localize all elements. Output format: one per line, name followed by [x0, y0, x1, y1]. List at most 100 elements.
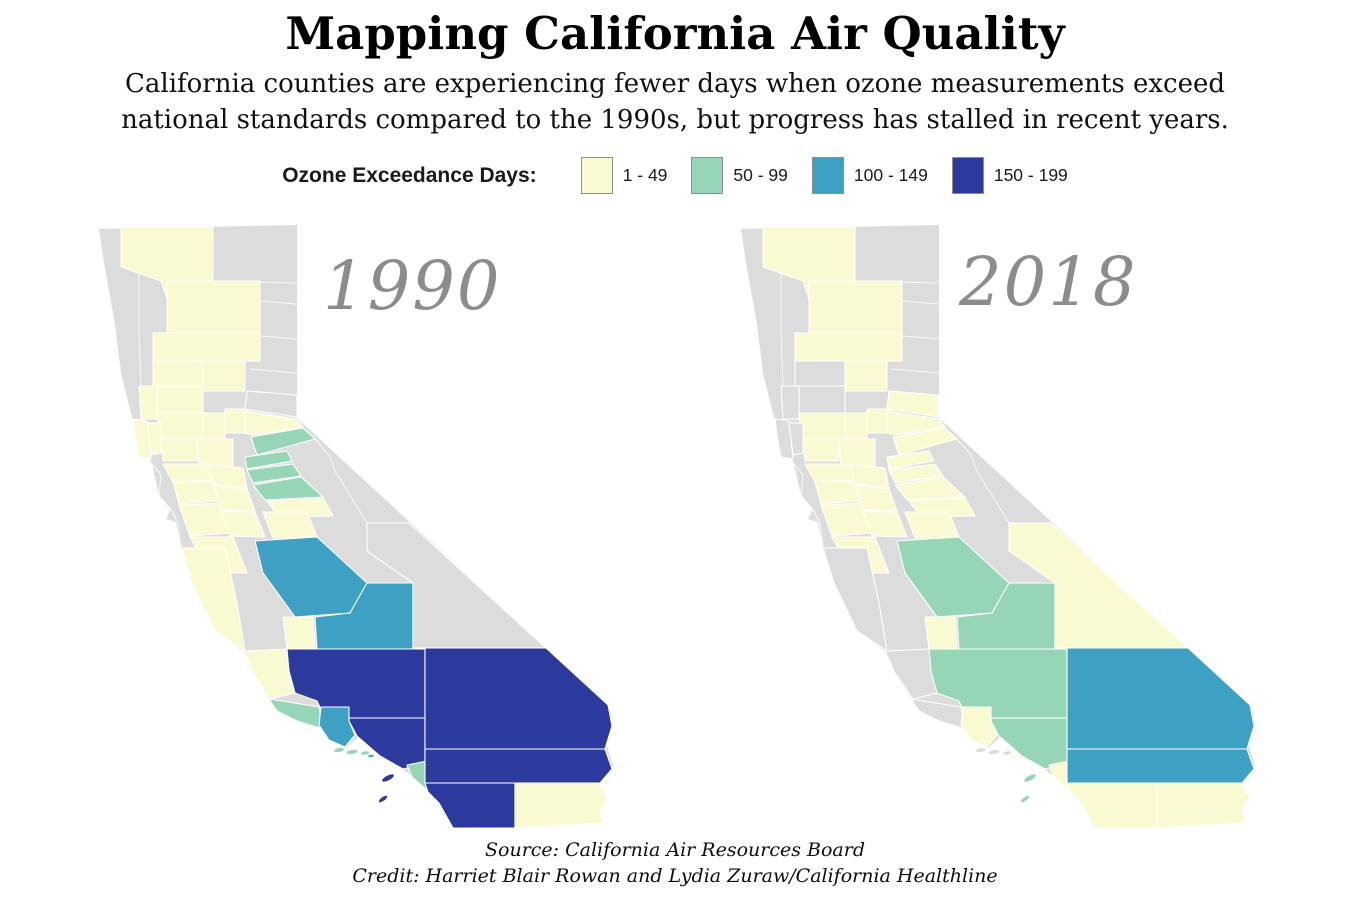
county-san-diego: [1066, 781, 1158, 829]
county-san-bernardino: [424, 646, 613, 750]
county-inyo: [1008, 521, 1189, 649]
source-line: Source: California Air Resources Board: [485, 838, 865, 861]
legend-swatch-150-199: [951, 157, 984, 194]
county-solano: [802, 437, 840, 462]
county-kings: [282, 615, 316, 650]
county-riverside: [424, 747, 613, 784]
county-ventura: [960, 705, 998, 748]
county-imperial: [514, 781, 608, 829]
county-boundary-hint: [314, 438, 336, 471]
county-sutter: [202, 411, 226, 440]
legend-label: Ozone Exceedance Days:: [282, 163, 537, 187]
legend-category-label: 150 - 199: [993, 165, 1068, 185]
legend: Ozone Exceedance Days: 1 - 49 50 - 99 100 …: [0, 155, 1350, 197]
legend-item-1-49: 1 - 49: [580, 157, 668, 194]
county-sonoma: [774, 417, 794, 460]
island-los-angeles: [378, 795, 388, 802]
county-glenn: [152, 359, 204, 387]
subtitle: California counties are experiencing few…: [121, 68, 1229, 135]
choropleth-map-2018: 2018: [737, 221, 1267, 841]
page-title: Mapping California Air Quality: [285, 7, 1065, 60]
legend-items: 1 - 49 50 - 99 100 - 149 150 - 199: [557, 157, 1068, 194]
county-colusa: [798, 384, 846, 414]
county-nevada: [886, 389, 940, 418]
county-boundary-hint: [259, 335, 298, 339]
county-yolo: [798, 411, 846, 440]
county-amador: [244, 449, 293, 470]
county-stanislaus: [854, 483, 898, 512]
county-san-joaquin: [206, 462, 248, 489]
county-sonoma: [132, 417, 152, 460]
county-boundary-hint: [793, 463, 804, 495]
island-santa-barbara: [346, 749, 358, 754]
california-county-map-2018: [741, 224, 1255, 829]
county-san-diego: [424, 781, 516, 829]
choropleth-map-1990: 1990: [95, 221, 625, 841]
county-stanislaus: [212, 483, 256, 512]
island-los-angeles: [1024, 773, 1036, 782]
island-santa-barbara: [1003, 750, 1011, 755]
island-ventura: [1010, 754, 1016, 757]
county-el-dorado: [250, 426, 316, 456]
county-madera: [262, 510, 318, 539]
county-colusa: [156, 384, 204, 414]
county-los-angeles: [348, 716, 426, 770]
legend-category-label: 1 - 49: [622, 165, 668, 185]
county-sacramento: [838, 437, 876, 468]
map-pair-container: 1990 2018: [0, 221, 1350, 843]
legend-swatch-50-99: [691, 157, 724, 194]
legend-swatch-1-49: [580, 157, 613, 194]
county-placer: [886, 409, 946, 436]
county-riverside: [1066, 747, 1255, 784]
county-santa-barbara: [268, 697, 324, 730]
county-napa: [146, 421, 162, 456]
county-los-angeles: [990, 716, 1068, 770]
county-butte: [202, 359, 246, 392]
county-ventura: [318, 705, 356, 748]
island-santa-barbara: [361, 750, 369, 755]
county-solano: [160, 437, 198, 462]
island-los-angeles: [382, 773, 394, 782]
county-butte: [844, 359, 888, 392]
legend-category-label: 100 - 149: [853, 165, 928, 185]
county-boundary-hint: [259, 300, 298, 304]
county-boundary-hint: [901, 300, 940, 304]
county-glenn: [794, 359, 846, 387]
county-boundary-hint: [170, 508, 182, 547]
county-boundary-hint: [334, 470, 368, 523]
county-amador: [886, 449, 935, 470]
county-tehama: [152, 331, 261, 362]
california-county-map-1990: [99, 224, 613, 829]
county-kings: [924, 615, 958, 650]
legend-item-100-149: 100 - 149: [811, 157, 928, 194]
county-calaveras: [888, 462, 944, 484]
county-sacramento: [196, 437, 234, 468]
legend-category-label: 50 - 99: [733, 165, 788, 185]
county-merced: [220, 509, 266, 538]
county-boundary-hint: [151, 463, 162, 495]
county-napa: [788, 421, 804, 456]
county-madera: [904, 510, 960, 539]
legend-item-50-99: 50 - 99: [691, 157, 788, 194]
county-lake: [780, 384, 800, 420]
county-inyo: [366, 521, 547, 649]
county-san-bernardino: [1066, 646, 1255, 750]
island-santa-barbara: [988, 749, 1000, 754]
county-boundary-hint: [976, 470, 1010, 523]
state-silhouette-group: [741, 224, 1255, 829]
island-los-angeles: [1020, 795, 1030, 802]
county-san-joaquin: [848, 462, 890, 489]
county-shasta: [166, 279, 261, 334]
county-merced: [862, 509, 908, 538]
county-boundary-hint: [780, 332, 784, 386]
county-tuolumne: [252, 475, 324, 501]
state-silhouette-group: [99, 224, 613, 829]
county-tehama: [794, 331, 903, 362]
county-boundary-hint: [812, 508, 824, 547]
island-santa-barbara: [976, 747, 986, 752]
county-alameda: [172, 479, 220, 505]
county-el-dorado: [892, 426, 958, 456]
county-calaveras: [246, 462, 302, 484]
county-santa-barbara: [910, 697, 966, 730]
